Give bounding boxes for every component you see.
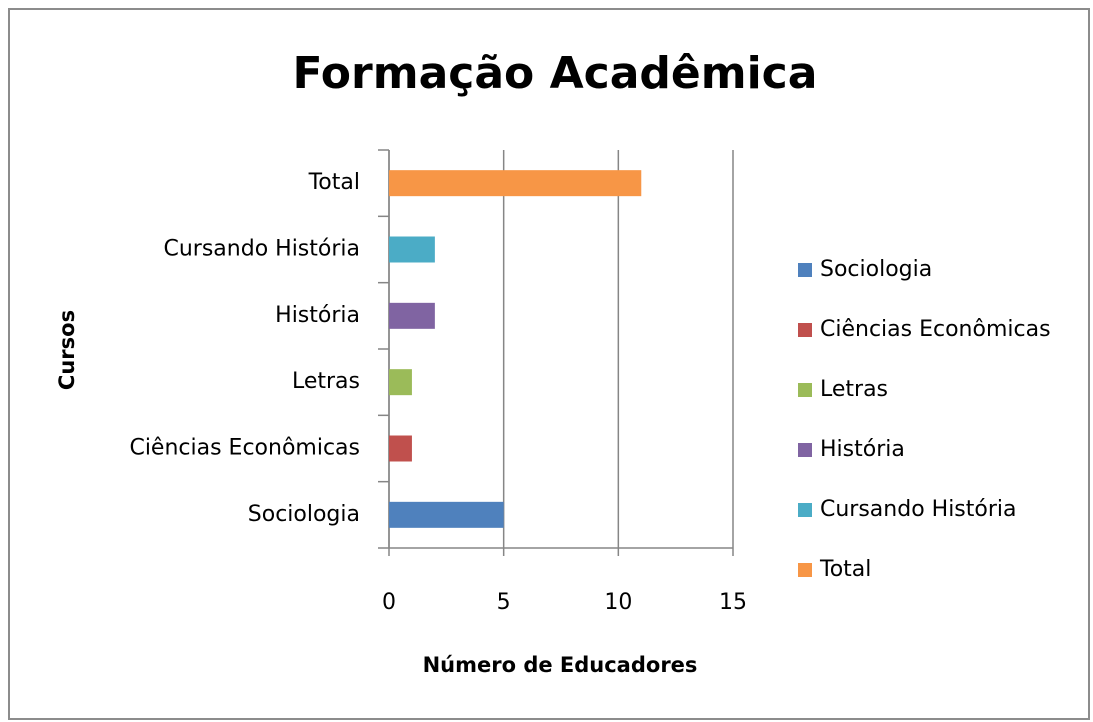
y-tick-label: Letras: [292, 369, 360, 394]
bar: [389, 170, 642, 197]
bar: [389, 236, 435, 263]
bar: [389, 435, 412, 462]
legend-label: Total: [819, 557, 871, 582]
y-tick-label: Ciências Econômicas: [129, 436, 360, 461]
x-axis-title: Número de Educadores: [423, 653, 698, 677]
bar: [389, 302, 435, 329]
legend-swatch: [798, 443, 812, 457]
chart-frame: [8, 8, 1090, 720]
legend-swatch: [798, 563, 812, 577]
y-tick-label: Total: [308, 170, 360, 195]
legend-swatch: [798, 263, 812, 277]
legend-label: Ciências Econômicas: [820, 317, 1051, 342]
bar: [389, 501, 504, 528]
legend-swatch: [798, 383, 812, 397]
legend-label: História: [820, 437, 905, 462]
legend-swatch: [798, 503, 812, 517]
x-tick-label: 0: [382, 590, 396, 615]
x-tick-label: 15: [719, 590, 747, 615]
y-tick-label: História: [275, 303, 360, 328]
x-tick-label: 10: [604, 590, 632, 615]
chart-title: Formação Acadêmica: [293, 48, 818, 99]
y-tick-label: Cursando História: [164, 237, 361, 262]
legend-label: Cursando História: [820, 497, 1017, 522]
y-axis-title: Cursos: [55, 310, 79, 390]
legend-label: Letras: [820, 377, 888, 402]
legend-swatch: [798, 323, 812, 337]
bar: [389, 369, 412, 396]
y-tick-label: Sociologia: [248, 502, 360, 527]
x-tick-label: 5: [497, 590, 511, 615]
legend-label: Sociologia: [820, 257, 932, 282]
